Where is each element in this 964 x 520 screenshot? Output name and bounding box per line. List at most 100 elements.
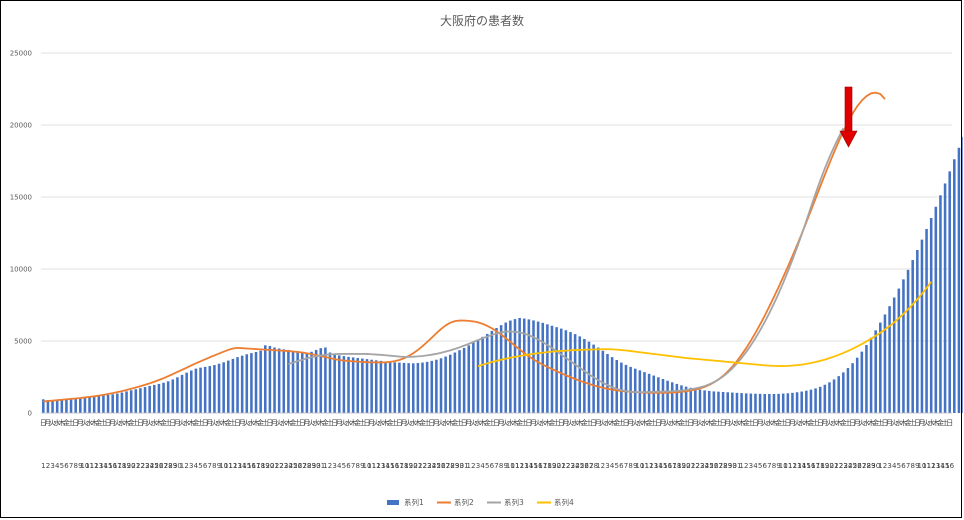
x-weekday-label: 土 <box>456 418 463 427</box>
bar <box>379 360 383 413</box>
x-day-label: 8 <box>910 462 914 470</box>
x-weekday-label: 金 <box>775 418 782 427</box>
x-weekday-label: 木 <box>155 418 162 427</box>
x-day-label: 6 <box>762 462 767 470</box>
x-weekday-label: 水 <box>216 418 223 427</box>
bar <box>818 386 822 413</box>
x-weekday-label: 月 <box>239 419 246 427</box>
bar <box>573 334 577 413</box>
bar <box>934 206 938 413</box>
bar <box>485 333 489 413</box>
x-day-label: 20 <box>409 462 418 470</box>
x-weekday-label: 月 <box>595 419 602 427</box>
bar <box>559 328 563 413</box>
bar <box>42 399 45 413</box>
x-day-label: 26 <box>853 462 862 470</box>
x-weekday-label: 土 <box>521 418 528 427</box>
y-tick-label: 25000 <box>10 50 32 58</box>
x-weekday-label: 日 <box>558 419 565 427</box>
bar <box>254 351 258 413</box>
x-day-label: 24 <box>571 462 580 470</box>
x-day-label: 25 <box>432 462 441 470</box>
x-weekday-label: 月 <box>530 419 537 427</box>
x-day-label: 24 <box>284 462 293 470</box>
x-weekday-label: 木 <box>123 418 130 427</box>
bar <box>943 183 947 413</box>
x-day-label: 21 <box>557 462 566 470</box>
bar <box>504 322 508 413</box>
x-day-label: 10 <box>635 462 644 470</box>
x-weekday-label: 月 <box>433 419 440 427</box>
x-day-label: 14 <box>524 462 533 470</box>
bar <box>735 392 739 413</box>
x-weekday-label: 金 <box>192 418 199 427</box>
bar <box>569 332 572 413</box>
x-day-label: 18 <box>672 462 681 470</box>
x-weekday-label: 月 <box>465 419 472 427</box>
x-weekday-label: 土 <box>359 418 366 427</box>
bar <box>347 356 350 413</box>
x-weekday-label: 火 <box>567 419 574 427</box>
bar <box>166 381 170 413</box>
x-day-label: 3 <box>189 462 193 470</box>
x-weekday-label: 金 <box>225 418 232 427</box>
x-weekday-label: 日 <box>169 419 176 427</box>
x-weekday-label: 木 <box>641 418 648 427</box>
bar <box>731 392 734 413</box>
x-weekday-label: 月 <box>401 419 408 427</box>
x-weekday-label: 金 <box>63 418 70 427</box>
x-day-label: 22 <box>136 462 145 470</box>
bar <box>273 347 276 413</box>
bar <box>60 399 64 413</box>
bar <box>786 393 790 413</box>
bar <box>305 352 309 413</box>
bar <box>153 384 156 413</box>
bar <box>481 336 484 413</box>
bar <box>509 320 512 413</box>
x-weekday-label: 月 <box>271 419 278 427</box>
bar <box>865 345 868 413</box>
bar <box>208 366 212 413</box>
bar <box>46 400 50 413</box>
x-day-label: 1 <box>180 462 184 470</box>
x-day-label: 6 <box>64 462 69 470</box>
x-day-label: 27 <box>714 462 723 470</box>
x-weekday-label: 木 <box>285 418 292 427</box>
bar <box>939 195 942 413</box>
bar <box>707 390 711 413</box>
bar <box>176 377 179 413</box>
x-weekday-label: 金 <box>387 418 394 427</box>
x-weekday-label: 金 <box>937 418 944 427</box>
bar <box>462 347 466 413</box>
x-weekday-label: 水 <box>475 418 482 427</box>
bar <box>837 376 840 413</box>
x-day-label: 2 <box>471 462 475 470</box>
x-weekday-label: 火 <box>340 419 347 427</box>
x-day-label: 25 <box>705 462 714 470</box>
bar <box>250 353 253 413</box>
bar <box>749 393 753 413</box>
bar <box>652 375 656 413</box>
x-day-label: 30 <box>173 462 182 470</box>
x-weekday-label: 日 <box>105 419 112 427</box>
x-weekday-label: 木 <box>835 418 842 427</box>
bar <box>513 319 517 413</box>
x-day-label: 17 <box>538 462 547 470</box>
x-day-label: 3 <box>332 462 336 470</box>
x-day-label: 13 <box>94 462 103 470</box>
bar <box>768 393 771 413</box>
bar <box>869 337 873 413</box>
x-day-label: 20 <box>552 462 561 470</box>
x-day-label: 17 <box>395 462 404 470</box>
bar <box>564 330 568 413</box>
bar <box>222 362 225 413</box>
x-day-label: 2 <box>328 462 332 470</box>
x-weekday-label: 土 <box>683 418 690 427</box>
x-day-label: 29 <box>450 462 459 470</box>
x-day-label: 1 <box>878 462 882 470</box>
x-weekday-label: 金 <box>743 418 750 427</box>
x-day-label: 12 <box>645 462 654 470</box>
bar <box>458 350 461 413</box>
x-day-label: 13 <box>649 462 658 470</box>
x-weekday-label: 木 <box>770 418 777 427</box>
